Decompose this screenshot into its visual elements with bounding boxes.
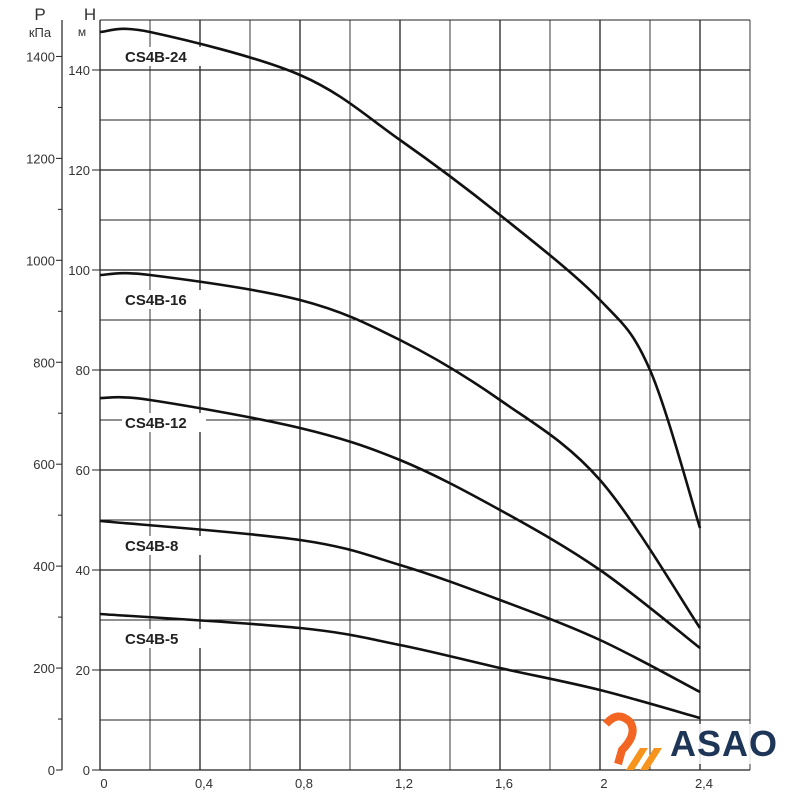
x-tick-label: 2	[600, 776, 607, 791]
y2-tick-label: 400	[33, 559, 55, 574]
y-tick-label: 140	[68, 63, 90, 78]
y2-tick-label: 600	[33, 457, 55, 472]
asao-logo: ASAO	[598, 712, 800, 770]
x-tick-label: 2,4	[695, 776, 713, 791]
y-tick-label: 100	[68, 263, 90, 278]
series-label-bg	[122, 413, 206, 432]
y2-tick-label: 200	[33, 661, 55, 676]
series-label-bg	[122, 536, 206, 555]
x-tick-label: 0	[100, 776, 107, 791]
y-tick-label: 60	[76, 463, 90, 478]
series-line-cs4b-8	[99, 519, 701, 694]
series-label: CS4B-16	[125, 292, 187, 309]
y2-tick-label: 1400	[26, 49, 55, 64]
y2-tick-label: 1200	[26, 151, 55, 166]
logo-text: ASAO	[670, 723, 779, 764]
series-line-cs4b-5	[99, 612, 701, 720]
series-label: CS4B-5	[125, 631, 178, 648]
series-label-bg	[122, 629, 206, 648]
series-line-cs4b-16	[99, 271, 702, 629]
y2-tick-label: 1000	[26, 253, 55, 268]
series-label: CS4B-8	[125, 538, 178, 555]
y2-tick-label: 800	[33, 355, 55, 370]
y-tick-label: 0	[83, 763, 90, 778]
x-tick-label: 1,2	[395, 776, 413, 791]
logo-mark-icon	[602, 712, 662, 770]
y2-tick-label: 0	[48, 763, 55, 778]
y-axis-label: H	[84, 5, 96, 24]
y-tick-label: 80	[76, 363, 90, 378]
series-line-cs4b-24	[99, 27, 702, 529]
y-axis-unit: м	[78, 25, 86, 39]
x-tick-label: 1,6	[495, 776, 513, 791]
series-label-bg	[122, 47, 206, 66]
y2-axis-unit: кПа	[29, 25, 52, 40]
y2-axis-label: P	[34, 5, 45, 24]
x-tick-label: 0,4	[195, 776, 213, 791]
x-tick-label: 0,8	[295, 776, 313, 791]
y-tick-label: 120	[68, 163, 90, 178]
y-tick-label: 40	[76, 563, 90, 578]
series-label: CS4B-12	[125, 415, 187, 432]
series-label: CS4B-24	[125, 49, 187, 66]
series-line-cs4b-12	[99, 395, 701, 650]
y-tick-label: 20	[76, 663, 90, 678]
series-label-bg	[122, 290, 206, 309]
